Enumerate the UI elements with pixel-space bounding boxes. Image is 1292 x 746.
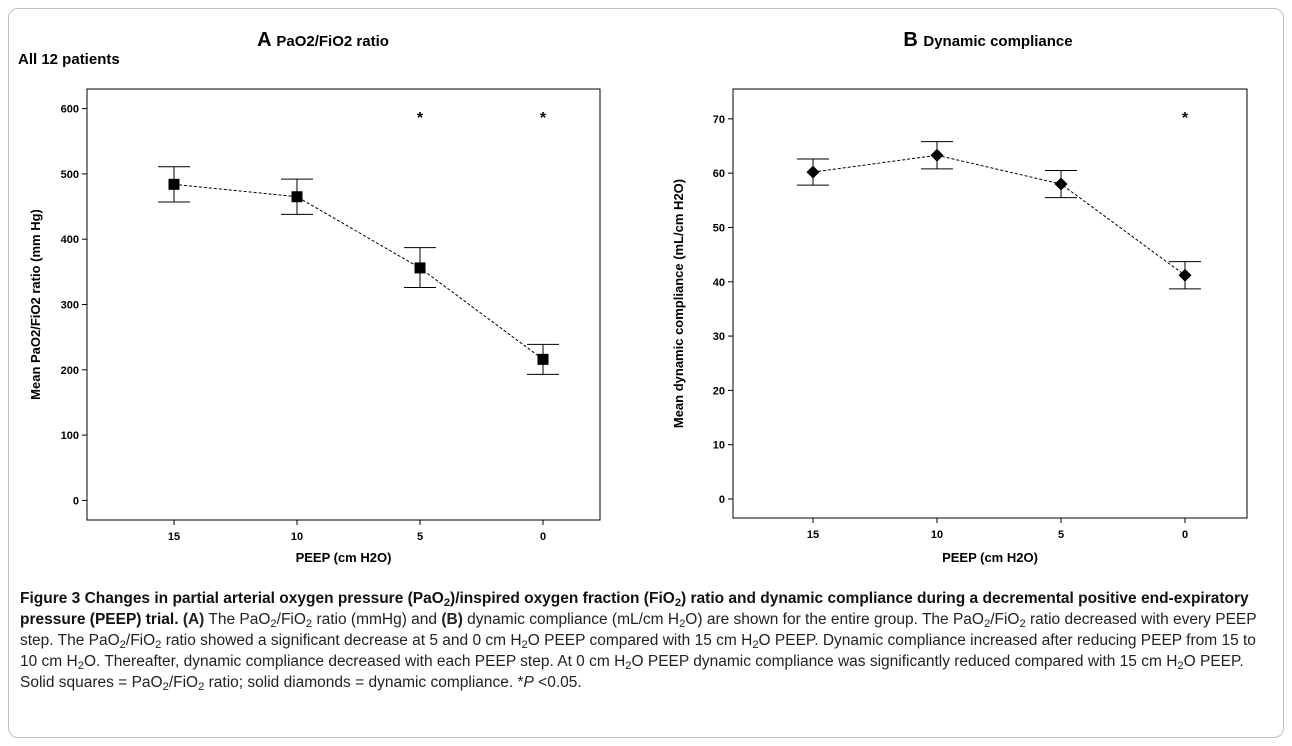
panel-a-ylabel: Mean PaO2/FiO2 ratio (mm Hg) [28,209,43,400]
panel-a-plot-area [86,88,601,521]
group-label: All 12 patients [18,51,120,68]
panel-a-ytick-label: 600 [61,104,79,116]
panel-b-data-point [930,148,944,162]
panel-b-ytick-label: 30 [713,331,725,343]
panel-a-significance-marker: * [417,110,424,127]
panel-a-xtick-label: 0 [540,531,546,543]
panel-a-xtick-label: 10 [291,531,303,543]
panel-b-ytick-label: 10 [713,440,725,452]
panel-b-xtick-label: 5 [1058,529,1064,541]
caption-title: Figure 3 Changes in partial arterial oxy… [20,590,1249,628]
panel-a-data-point [537,353,549,365]
panel-b-ytick-label: 60 [713,168,725,180]
panel-a-ytick-label: 100 [61,430,79,442]
panel-a-title: A PaO2/FiO2 ratio [257,29,389,51]
caption-body: (A) The PaO2/FiO2 ratio (mmHg) and (B) d… [20,611,1257,693]
panel-b-data-point [1178,268,1192,282]
panel-a-xtick-label: 5 [417,531,423,543]
panel-b-series-line [812,154,1186,276]
panel-a-ytick-label: 500 [61,169,79,181]
panel-a-xtick-label: 15 [168,531,180,543]
panel-a-ytick-label: 400 [61,234,79,246]
panel-b-xlabel: PEEP (cm H2O) [942,550,1038,565]
panel-b-data-point [1054,177,1068,191]
figure-caption: Figure 3 Changes in partial arterial oxy… [20,588,1275,693]
panel-b-title: B Dynamic compliance [903,29,1072,51]
panel-a-data-point [291,191,303,203]
panel-b-xtick-label: 0 [1182,529,1188,541]
panel-b-plot-area [732,88,1248,519]
panel-a-significance-marker: * [540,110,547,127]
panel-a-ytick-label: 0 [73,495,79,507]
panel-a-data-point [414,262,426,274]
panel-a-data-point [168,178,180,190]
panel-a-xlabel: PEEP (cm H2O) [296,550,392,565]
panel-a-ytick-label: 300 [61,300,79,312]
panel-b-xtick-label: 10 [931,529,943,541]
panel-b-ytick-label: 70 [713,114,725,126]
figure-frame [8,8,1284,738]
panel-b-ytick-label: 50 [713,222,725,234]
panel-b-significance-marker: * [1182,110,1189,127]
panel-b-xtick-label: 15 [807,529,819,541]
panel-a-series-line [173,183,544,360]
panel-b-data-point [806,165,820,179]
panel-b-ytick-label: 0 [719,494,725,506]
panel-b-ytick-label: 40 [713,277,725,289]
panel-a-ytick-label: 200 [61,365,79,377]
panel-b-ylabel: Mean dynamic compliance (mL/cm H2O) [671,179,686,428]
panel-b-ytick-label: 20 [713,385,725,397]
